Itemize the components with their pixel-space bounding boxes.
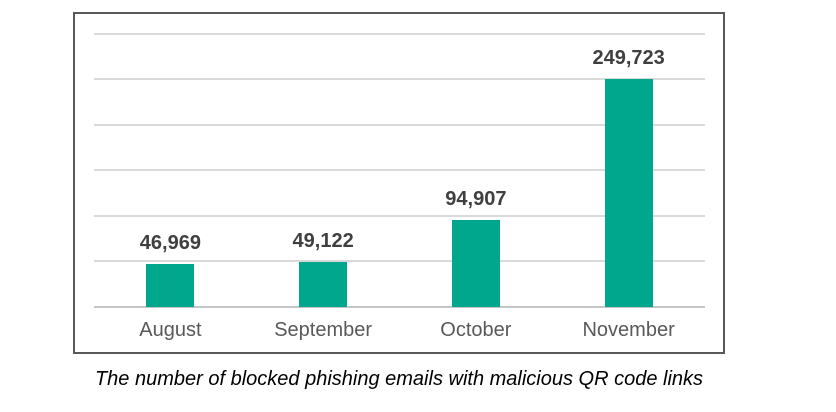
bar-november bbox=[604, 79, 653, 307]
gridline bbox=[94, 169, 705, 172]
value-label-august: 46,969 bbox=[139, 232, 201, 255]
gridline bbox=[94, 78, 705, 81]
bar-august bbox=[146, 264, 195, 307]
value-label-september: 49,122 bbox=[292, 230, 354, 253]
value-label-october: 94,907 bbox=[445, 188, 507, 211]
value-label-november: 249,723 bbox=[592, 47, 665, 70]
chart-frame: 46,969 August 49,122 September 94,907 October… bbox=[73, 12, 725, 354]
chart-caption: The number of blocked phishing emails wi… bbox=[94, 368, 704, 390]
category-label-september: September bbox=[274, 319, 373, 341]
plot-area: 46,969 August 49,122 September 94,907 October… bbox=[94, 14, 705, 341]
bar-october bbox=[451, 220, 500, 307]
gridline bbox=[94, 32, 705, 35]
bar-september bbox=[299, 262, 348, 307]
gridline bbox=[94, 123, 705, 126]
x-axis-line bbox=[94, 306, 705, 308]
category-label-october: October bbox=[440, 319, 512, 341]
category-label-november: November bbox=[582, 319, 675, 341]
gridline bbox=[94, 260, 705, 263]
gridline bbox=[94, 214, 705, 217]
category-label-august: August bbox=[139, 319, 202, 341]
